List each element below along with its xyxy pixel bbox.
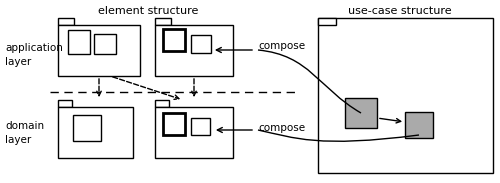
Bar <box>155 25 233 76</box>
Text: compose: compose <box>258 123 305 133</box>
Bar <box>155 107 233 158</box>
Text: application
layer: application layer <box>5 43 63 67</box>
Bar <box>318 18 493 173</box>
Bar <box>163 29 185 51</box>
Bar <box>345 98 377 128</box>
Text: domain
layer: domain layer <box>5 121 44 145</box>
Bar <box>58 18 74 25</box>
Bar <box>318 18 336 25</box>
Bar <box>58 25 140 76</box>
Bar <box>155 100 169 107</box>
Bar <box>58 100 72 107</box>
Bar <box>58 107 133 158</box>
Bar <box>73 115 101 141</box>
Bar <box>405 112 433 138</box>
Bar <box>191 35 211 53</box>
Bar <box>94 34 116 54</box>
Bar <box>163 113 185 135</box>
Bar <box>191 118 210 135</box>
Text: use-case structure: use-case structure <box>348 6 452 16</box>
Text: element structure: element structure <box>98 6 198 16</box>
Text: compose: compose <box>258 41 305 51</box>
Bar <box>155 18 171 25</box>
Bar <box>68 30 90 54</box>
